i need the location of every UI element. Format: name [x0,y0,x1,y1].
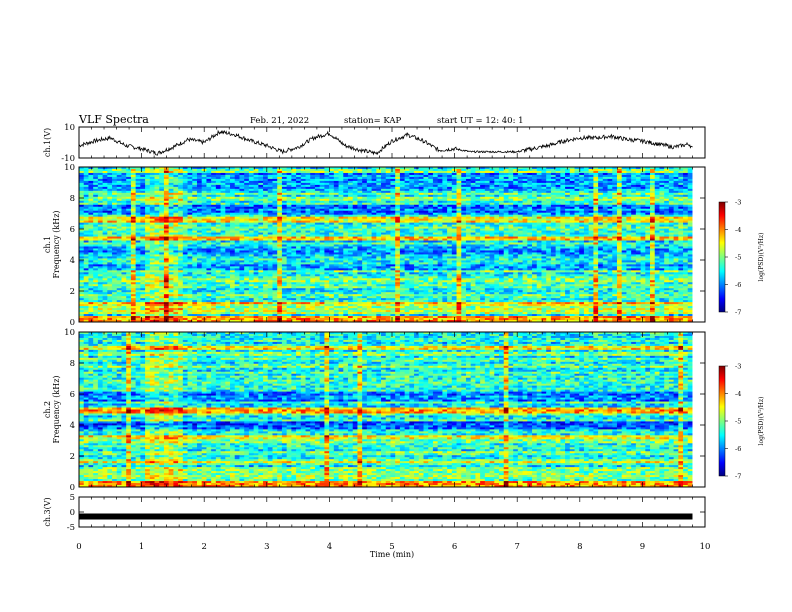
ch1-ytick-label: 10 [64,123,75,133]
ch1-ylabel: ch.1(V) [43,128,52,157]
vlf-figure: VLF Spectra Feb. 21, 2022 station= KAP s… [0,0,792,612]
figure-title: VLF Spectra [78,113,149,126]
sp1-spectrogram-cells [79,167,693,322]
start-time-label: start UT = 12: 40: 1 [437,116,524,126]
ch1-trace [79,131,693,155]
date-label: Feb. 21, 2022 [250,116,309,126]
station-label: station= KAP [344,116,402,126]
